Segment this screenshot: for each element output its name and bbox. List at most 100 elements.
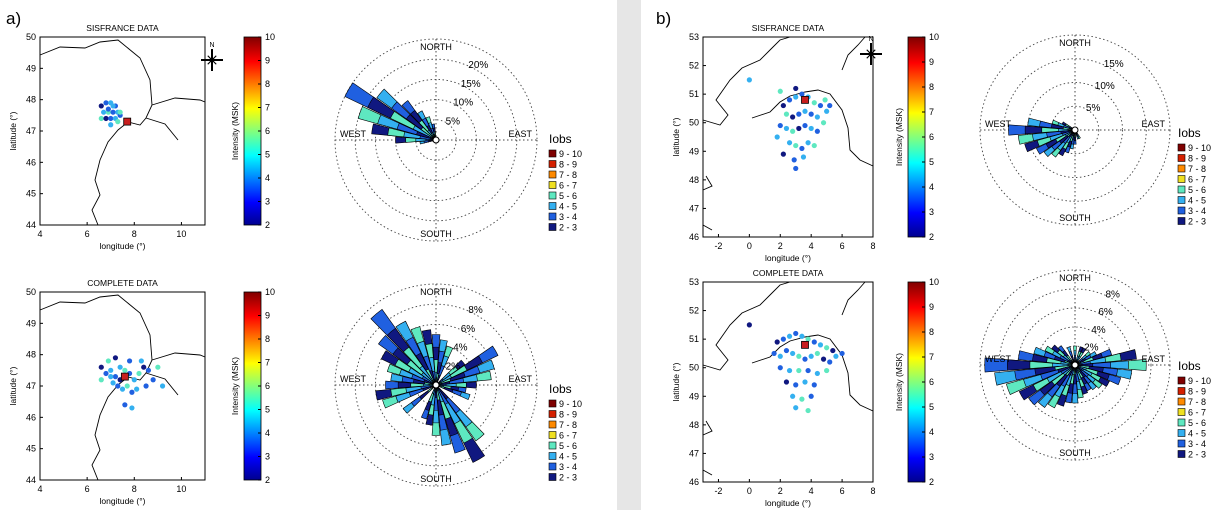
y-tick-label: 50 — [689, 363, 699, 373]
intensity-point — [131, 377, 137, 383]
colorbar-tick-label: 8 — [929, 82, 934, 92]
colorbar-tick-label: 10 — [929, 277, 939, 287]
colorbar-label: Intensity (MSK) — [894, 353, 904, 411]
intensity-point — [802, 122, 808, 129]
colorbar-tick-label: 7 — [929, 352, 934, 362]
intensity-point — [790, 128, 796, 134]
rose-radial-label: 2% — [1084, 342, 1099, 353]
panel-label-b: b) — [656, 9, 671, 28]
x-tick-label: 8 — [870, 241, 875, 251]
intensity-point — [143, 383, 149, 389]
intensity-point — [786, 140, 793, 146]
map-title: COMPLETE DATA — [87, 278, 158, 288]
intensity-point — [796, 367, 802, 374]
intensity-point — [108, 374, 114, 380]
legend-entry: 8 - 9 — [1188, 387, 1206, 397]
x-tick-label: 10 — [176, 484, 186, 494]
rose-radial-label: 8% — [468, 305, 483, 316]
intensity-point — [791, 157, 797, 163]
legend-entry: 6 - 7 — [559, 181, 577, 191]
legend-swatch — [548, 170, 557, 179]
rose-south-label: SOUTH — [1059, 213, 1091, 223]
rose-1: 2% 4% 6% 8% NORTH SOUTH EAST WEST — [334, 283, 538, 487]
colorbar-tick-label: 10 — [265, 287, 275, 297]
y-tick-label: 44 — [26, 475, 36, 485]
legend-swatch — [548, 160, 557, 168]
x-tick-label: 2 — [778, 241, 783, 251]
rose-west-label: WEST — [985, 354, 1012, 364]
rose-radial-label: 6% — [461, 324, 476, 335]
intensity-point — [774, 134, 780, 140]
intensity-point — [98, 103, 104, 109]
intensity-point — [110, 109, 116, 115]
intensity-point — [786, 367, 793, 374]
legend-title: Iobs — [549, 382, 572, 396]
legend-title: Iobs — [549, 132, 572, 146]
rose-south-label: SOUTH — [420, 474, 452, 484]
intensity-point — [793, 405, 799, 411]
intensity-point — [814, 350, 820, 357]
legend-entry: 3 - 4 — [1188, 439, 1206, 449]
legend-entry: 7 - 8 — [559, 420, 577, 430]
legend-entry: 7 - 8 — [559, 170, 577, 180]
colorbar-label: Intensity (MSK) — [894, 108, 904, 166]
colorbar-1: 2 3 4 5 6 7 8 9 10 Intensity (MSK) — [230, 287, 275, 485]
x-tick-label: 0 — [747, 241, 752, 251]
legend-entry: 9 - 10 — [1188, 143, 1211, 153]
map-border — [39, 39, 206, 226]
intensity-point — [108, 367, 114, 373]
rose-south-label: SOUTH — [1059, 448, 1091, 458]
legend-swatch — [548, 441, 557, 450]
x-tick-label: 4 — [37, 484, 42, 494]
compass-icon: N — [860, 36, 882, 65]
rose-sector — [420, 126, 437, 141]
y-tick-label: 48 — [26, 95, 36, 105]
legend-1: Iobs 9 - 108 - 97 - 86 - 75 - 64 - 53 - 4… — [548, 382, 582, 483]
x-axis-label: longitude (°) — [765, 253, 811, 263]
legend-swatch — [548, 191, 557, 200]
legend-swatch — [548, 181, 557, 189]
colorbar-tick-label: 2 — [929, 477, 934, 487]
x-tick-label: -2 — [714, 241, 722, 251]
rose-radial-label: 4% — [1091, 325, 1106, 336]
intensity-point — [802, 108, 808, 114]
legend-swatch — [548, 202, 557, 210]
legend-swatch — [1177, 196, 1186, 204]
intensity-point — [105, 358, 111, 364]
intensity-point — [793, 330, 799, 337]
y-tick-label: 49 — [689, 391, 699, 401]
x-tick-label: 4 — [37, 229, 42, 239]
intensity-point — [824, 108, 830, 114]
intensity-point — [799, 396, 805, 402]
intensity-point — [110, 103, 116, 109]
legend-entry: 4 - 5 — [1188, 196, 1206, 206]
intensity-point — [783, 379, 790, 385]
intensity-point — [783, 125, 790, 132]
colorbar-tick-label: 2 — [929, 232, 934, 242]
x-tick-label: 6 — [840, 241, 845, 251]
x-tick-label: 4 — [809, 241, 814, 251]
intensity-point — [805, 140, 811, 146]
colorbar-tick-label: 10 — [265, 32, 275, 42]
epicenter-marker — [123, 117, 132, 126]
legend-entry: 3 - 4 — [1188, 206, 1206, 216]
intensity-point — [811, 142, 817, 149]
colorbar-tick-label: 6 — [929, 132, 934, 142]
compass-center — [210, 58, 214, 62]
intensity-point — [799, 91, 805, 97]
map-border — [39, 294, 206, 481]
colorbar-label: Intensity (MSK) — [230, 102, 240, 160]
intensity-point — [805, 407, 811, 414]
legend-3: Iobs 9 - 108 - 97 - 86 - 75 - 64 - 53 - 4… — [1177, 359, 1211, 460]
colorbar-tick-label: 2 — [265, 475, 270, 485]
panel-label-a: a) — [6, 9, 21, 28]
y-tick-label: 49 — [26, 63, 36, 73]
x-tick-label: 6 — [85, 229, 90, 239]
intensity-point — [103, 115, 109, 122]
intensity-point — [802, 356, 808, 362]
legend-swatch — [1177, 429, 1186, 437]
rose-radial-label: 20% — [468, 60, 488, 71]
y-tick-label: 45 — [26, 444, 36, 454]
intensity-point — [817, 342, 824, 348]
